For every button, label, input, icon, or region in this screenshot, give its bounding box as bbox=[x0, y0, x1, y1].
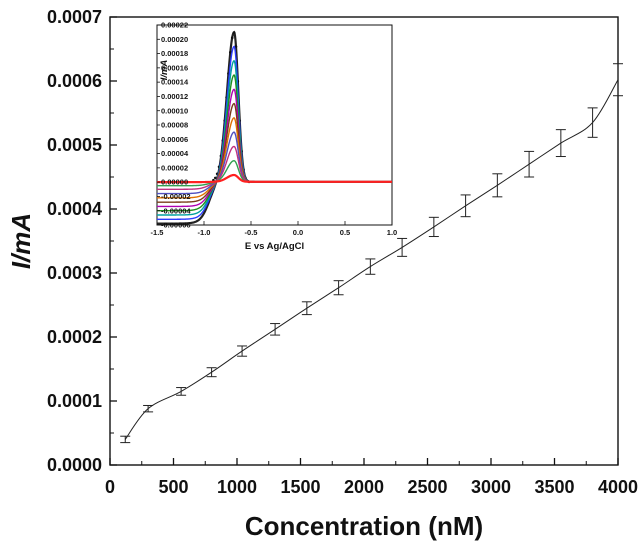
inset-y-tick-label: 0.00020 bbox=[161, 35, 188, 44]
inset-plot: -1.5 -1.0 -0.5 0.0 0.5 1.0 0.000220.000200.00… bbox=[151, 21, 398, 252]
inset-y-tick-label: 0.00004 bbox=[161, 149, 189, 158]
y-tick-label: 0.0003 bbox=[47, 263, 102, 283]
inset-y-tick-label: 0.00018 bbox=[161, 49, 188, 58]
x-tick-label: 3500 bbox=[534, 477, 574, 497]
inset-y-tick-label: 0.00016 bbox=[161, 63, 188, 72]
inset-y-axis-title: I/mA bbox=[159, 60, 170, 81]
y-tick-label: 0.0002 bbox=[47, 327, 102, 347]
main-x-ticks: 0 500 1000 1500 2000 2500 3000 3500 4000 bbox=[105, 458, 638, 497]
y-tick-label: 0.0001 bbox=[47, 391, 102, 411]
y-tick-label: 0.0005 bbox=[47, 135, 102, 155]
voltammogram-curve bbox=[157, 173, 392, 184]
inset-x-ticks: -1.5 -1.0 -0.5 0.0 0.5 1.0 bbox=[151, 221, 397, 237]
main-plot: 0 500 1000 1500 2000 2500 3000 3500 4000 0.00000… bbox=[6, 7, 638, 541]
inset-y-tick-label: 0.00006 bbox=[161, 135, 188, 144]
inset-plot-frame bbox=[156, 24, 393, 226]
inset-x-tick-label: -0.5 bbox=[245, 228, 258, 237]
inset-y-tick-label: -0.00004 bbox=[161, 206, 191, 215]
x-tick-label: 1000 bbox=[217, 477, 257, 497]
inset-x-tick-label: -1.0 bbox=[198, 228, 211, 237]
main-series-line bbox=[124, 79, 619, 440]
x-tick-label: 500 bbox=[158, 477, 188, 497]
inset-y-tick-label: -0.00002 bbox=[161, 192, 191, 201]
inset-y-tick-label: 0.00002 bbox=[161, 163, 188, 172]
inset-x-tick-label: -1.5 bbox=[151, 228, 164, 237]
inset-y-tick-label: 0.00008 bbox=[161, 121, 188, 130]
inset-y-tick-label: 0.00010 bbox=[161, 106, 188, 115]
main-y-ticks: 0.0000 0.0001 0.0002 0.0003 0.0004 0.0005 0.00… bbox=[47, 7, 117, 475]
inset-x-tick-label: 1.0 bbox=[387, 228, 397, 237]
x-axis-title: Concentration (nM) bbox=[245, 511, 483, 541]
inset-x-tick-label: 0.5 bbox=[340, 228, 350, 237]
x-tick-label: 2000 bbox=[344, 477, 384, 497]
inset-x-axis-title: E vs Ag/AgCl bbox=[245, 241, 304, 252]
inset-voltammograms bbox=[157, 30, 392, 225]
y-axis-title: I/mA bbox=[6, 213, 36, 269]
y-tick-label: 0.0006 bbox=[47, 71, 102, 91]
x-tick-label: 1500 bbox=[280, 477, 320, 497]
x-tick-label: 3000 bbox=[471, 477, 511, 497]
y-tick-label: 0.0007 bbox=[47, 7, 102, 27]
inset-y-ticks: 0.00022 0.00020 0.00018 0.00016 0.00014 0.000… bbox=[157, 21, 191, 230]
inset-y-tick-label: 0.00012 bbox=[161, 92, 188, 101]
x-tick-label: 0 bbox=[105, 477, 115, 497]
inset-y-tick-label: 0.00022 bbox=[161, 21, 188, 30]
inset-y-tick-label: 0.00000 bbox=[161, 178, 188, 187]
inset-y-tick-label: 0.00014 bbox=[161, 78, 189, 87]
inset-y-tick-label: -0.00006 bbox=[161, 221, 191, 230]
error-bar bbox=[120, 435, 131, 444]
x-tick-label: 4000 bbox=[598, 477, 638, 497]
y-tick-label: 0.0004 bbox=[47, 199, 102, 219]
x-tick-label: 2500 bbox=[407, 477, 447, 497]
y-tick-label: 0.0000 bbox=[47, 455, 102, 475]
inset-x-tick-label: 0.0 bbox=[293, 228, 303, 237]
